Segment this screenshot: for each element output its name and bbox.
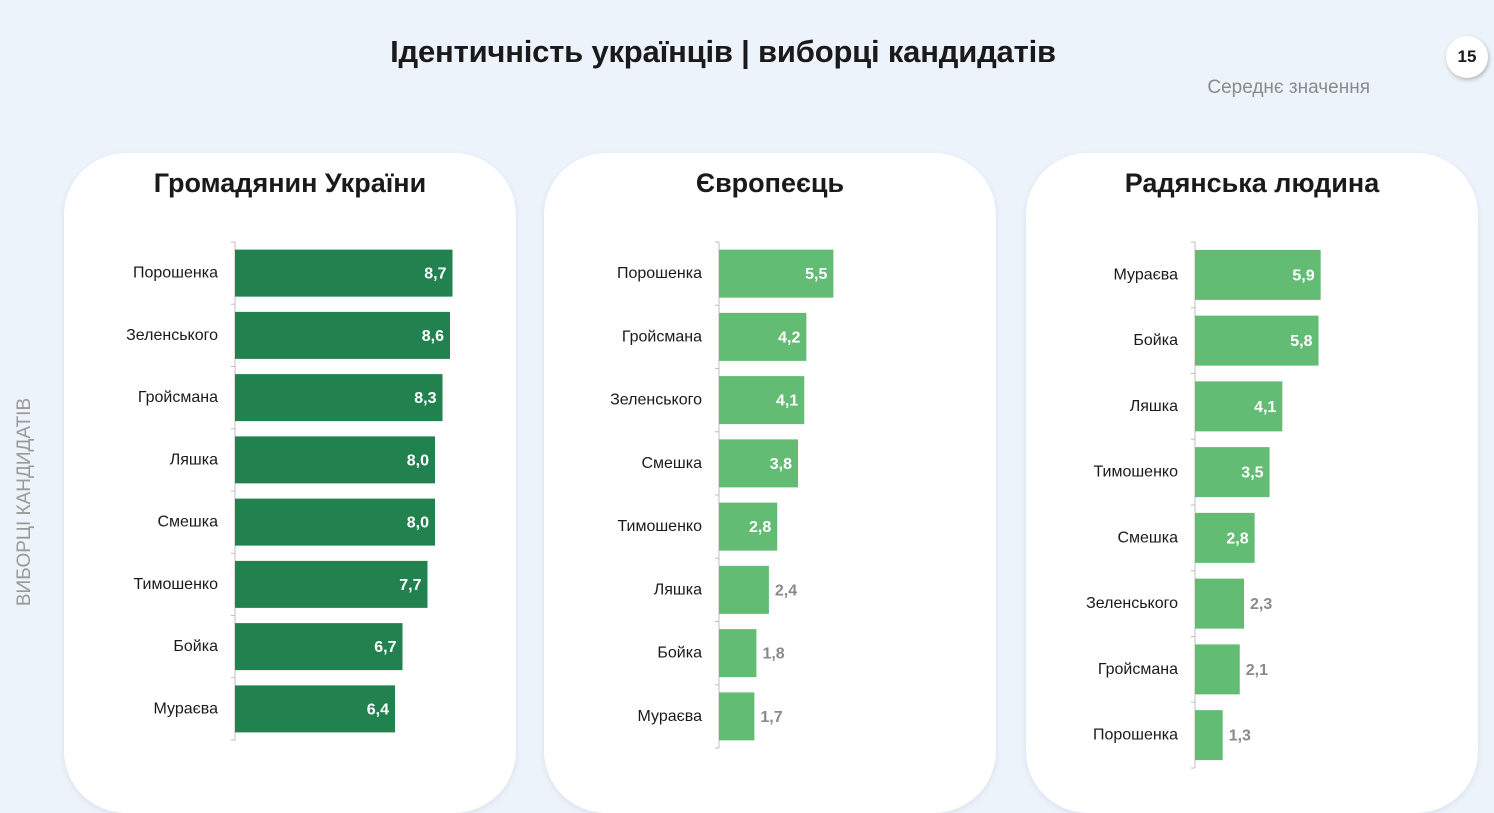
category-label: Мураєва xyxy=(153,700,218,717)
category-label: Смешка xyxy=(1117,529,1178,546)
bar-value-label: 4,1 xyxy=(1254,399,1276,416)
category-label: Ляшка xyxy=(654,581,702,598)
page-number-badge: 15 xyxy=(1446,36,1488,78)
bar-value-label: 8,7 xyxy=(424,266,446,283)
category-label: Бойка xyxy=(1133,332,1178,349)
category-label: Зеленського xyxy=(1086,595,1178,612)
chart-card-citizen: Громадянин України Порошенка 8,7 Зеленсько… xyxy=(64,153,516,813)
bar xyxy=(1195,578,1244,629)
chart-subtitle: Середнє значення xyxy=(1207,77,1370,98)
bar-value-label: 8,3 xyxy=(414,390,436,407)
bar-value-label: 1,7 xyxy=(760,709,782,726)
category-label: Смешка xyxy=(157,514,218,531)
category-label: Бойка xyxy=(173,638,218,655)
bar-chart-soviet: Мураєва 5,9 Бойка 5,8 Ляшка 4,1 Тимошенко 3,5 См… xyxy=(1086,241,1321,769)
bar xyxy=(719,249,834,298)
chart-card-european: Європеєць Порошенка 5,5 Гройсмана 4,2 Зеленс… xyxy=(544,153,996,813)
category-label: Порошенка xyxy=(617,265,702,282)
bar-value-label: 2,4 xyxy=(775,582,797,599)
bar-value-label: 2,3 xyxy=(1250,596,1272,613)
bar xyxy=(719,565,769,614)
bar xyxy=(235,623,403,671)
bar-value-label: 4,1 xyxy=(776,393,798,410)
bar-value-label: 5,9 xyxy=(1292,267,1314,284)
bar xyxy=(719,312,807,361)
bar-value-label: 6,7 xyxy=(374,639,396,656)
bar-chart-citizen: Порошенка 8,7 Зеленського 8,6 Гройсмана 8,3 Ля… xyxy=(126,241,453,741)
chart-title-soviet: Радянська людина xyxy=(1124,168,1380,198)
category-label: Зеленського xyxy=(610,392,702,409)
bar xyxy=(1195,512,1255,563)
bar-value-label: 5,5 xyxy=(805,266,827,283)
bar-value-label: 3,8 xyxy=(770,456,792,473)
category-label: Гройсмана xyxy=(138,389,218,406)
bar-value-label: 2,1 xyxy=(1246,662,1268,679)
category-label: Ляшка xyxy=(170,451,218,468)
bar xyxy=(1195,710,1223,761)
bar xyxy=(1195,315,1319,366)
category-label: Смешка xyxy=(641,455,702,472)
chart-title-european: Європеєць xyxy=(695,168,845,198)
bar-value-label: 8,0 xyxy=(407,452,429,469)
side-axis-label: ВИБОРЦІ КАНДИДАТІВ xyxy=(14,397,35,607)
bar-chart-european: Порошенка 5,5 Гройсмана 4,2 Зеленського 4,1 См… xyxy=(610,241,834,749)
category-label: Порошенка xyxy=(133,265,218,282)
bar xyxy=(1195,381,1283,432)
bar-value-label: 1,3 xyxy=(1229,728,1251,745)
bar xyxy=(719,502,778,551)
bar-value-label: 8,6 xyxy=(422,328,444,345)
category-label: Гройсмана xyxy=(622,328,702,345)
bar xyxy=(235,560,428,608)
bar xyxy=(235,311,450,359)
bar xyxy=(719,439,799,488)
bar-value-label: 3,5 xyxy=(1241,465,1263,482)
category-label: Зеленського xyxy=(126,327,218,344)
bar xyxy=(719,629,757,678)
bar xyxy=(719,692,755,741)
bar-value-label: 8,0 xyxy=(407,515,429,532)
category-label: Мураєва xyxy=(1113,266,1178,283)
bar xyxy=(1195,447,1270,498)
bar xyxy=(1195,249,1321,300)
bar-value-label: 7,7 xyxy=(399,577,421,594)
category-label: Тимошенко xyxy=(1093,464,1178,481)
category-label: Бойка xyxy=(657,645,702,662)
bar xyxy=(1195,644,1240,695)
bar-value-label: 4,2 xyxy=(778,329,800,346)
chart-title-citizen: Громадянин України xyxy=(153,168,427,198)
page-title: Ідентичність українців | виборці кандида… xyxy=(390,34,1056,69)
category-label: Ляшка xyxy=(1130,398,1178,415)
category-label: Мураєва xyxy=(637,708,702,725)
bar-value-label: 5,8 xyxy=(1290,333,1312,350)
chart-card-soviet: Радянська людина Мураєва 5,9 Бойка 5,8 Ляшка… xyxy=(1026,153,1478,813)
category-label: Гройсмана xyxy=(1098,661,1178,678)
bar xyxy=(719,376,805,425)
bar xyxy=(235,249,453,297)
bar xyxy=(235,498,435,546)
category-label: Порошенка xyxy=(1093,727,1178,744)
bar xyxy=(235,685,395,733)
bar-value-label: 6,4 xyxy=(367,701,389,718)
bar-value-label: 1,8 xyxy=(762,646,784,663)
bar-value-label: 2,8 xyxy=(1226,530,1248,547)
bar xyxy=(235,436,435,484)
bar xyxy=(235,374,443,422)
category-label: Тимошенко xyxy=(617,518,702,535)
category-label: Тимошенко xyxy=(133,576,218,593)
bar-value-label: 2,8 xyxy=(749,519,771,536)
